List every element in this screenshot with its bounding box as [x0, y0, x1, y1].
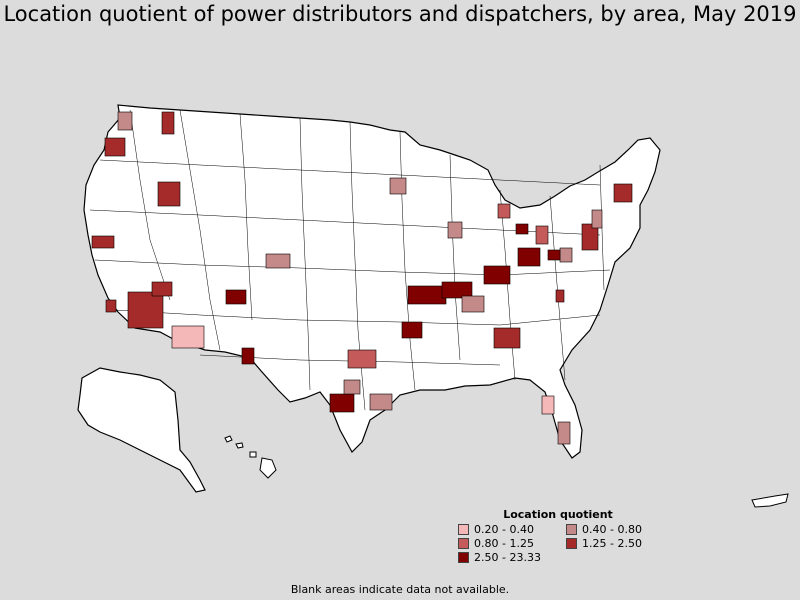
area-tile: [105, 299, 117, 313]
footnote: Blank areas indicate data not available.: [290, 583, 510, 596]
area-shading: [91, 111, 633, 445]
area-tile: [483, 265, 511, 285]
area-tile: [225, 289, 247, 305]
legend-label: 0.20 - 0.40: [474, 523, 534, 536]
area-tile: [497, 203, 511, 219]
area-tile: [401, 321, 423, 339]
legend-label: 1.25 - 2.50: [582, 537, 642, 550]
legend-item: 0.80 - 1.25: [458, 537, 534, 550]
area-tile: [559, 247, 573, 263]
area-tile: [547, 249, 561, 261]
area-tile: [347, 349, 377, 369]
area-tile: [541, 395, 555, 415]
area-tile: [157, 181, 181, 207]
legend-item: 0.20 - 0.40: [458, 523, 534, 536]
legend-item: 1.25 - 2.50: [566, 537, 642, 550]
area-tile: [591, 209, 603, 229]
legend-label: 2.50 - 23.33: [474, 551, 541, 564]
legend-label: 0.80 - 1.25: [474, 537, 534, 550]
area-tile: [555, 289, 565, 303]
map-title: Location quotient of power distributors …: [3, 2, 797, 26]
alaska-shape: [77, 367, 206, 493]
area-tile: [389, 177, 407, 195]
area-tile: [407, 285, 447, 305]
area-tile: [447, 221, 463, 239]
area-tile: [613, 183, 633, 203]
area-tile: [171, 325, 205, 349]
legend-title: Location quotient: [503, 508, 613, 521]
legend-swatch: [566, 538, 577, 549]
legend-label: 0.40 - 0.80: [582, 523, 642, 536]
area-tile: [461, 295, 485, 313]
legend-swatch: [458, 524, 469, 535]
area-tile: [127, 291, 164, 329]
area-tile: [535, 225, 549, 245]
hawaii-islands: [224, 435, 277, 479]
area-tile: [441, 281, 473, 299]
area-tile: [517, 247, 541, 267]
area-tile: [329, 393, 355, 413]
area-tile: [161, 111, 175, 135]
area-tile: [557, 421, 571, 445]
legend-swatch: [566, 524, 577, 535]
legend-swatch: [458, 538, 469, 549]
area-tile: [581, 223, 599, 251]
legend-swatch: [458, 552, 469, 563]
area-tile: [104, 137, 126, 157]
legend-item: 0.40 - 0.80: [566, 523, 642, 536]
area-tile: [265, 253, 291, 269]
puerto-rico-shape: [751, 493, 789, 508]
legend-item: 2.50 - 23.33: [458, 551, 541, 564]
area-tile: [151, 281, 173, 297]
area-tile: [117, 111, 133, 131]
area-tile: [343, 379, 361, 395]
area-tile: [91, 235, 115, 249]
area-tile: [369, 393, 393, 411]
area-tile: [493, 327, 521, 349]
area-tile: [241, 347, 255, 365]
area-tile: [515, 223, 529, 235]
